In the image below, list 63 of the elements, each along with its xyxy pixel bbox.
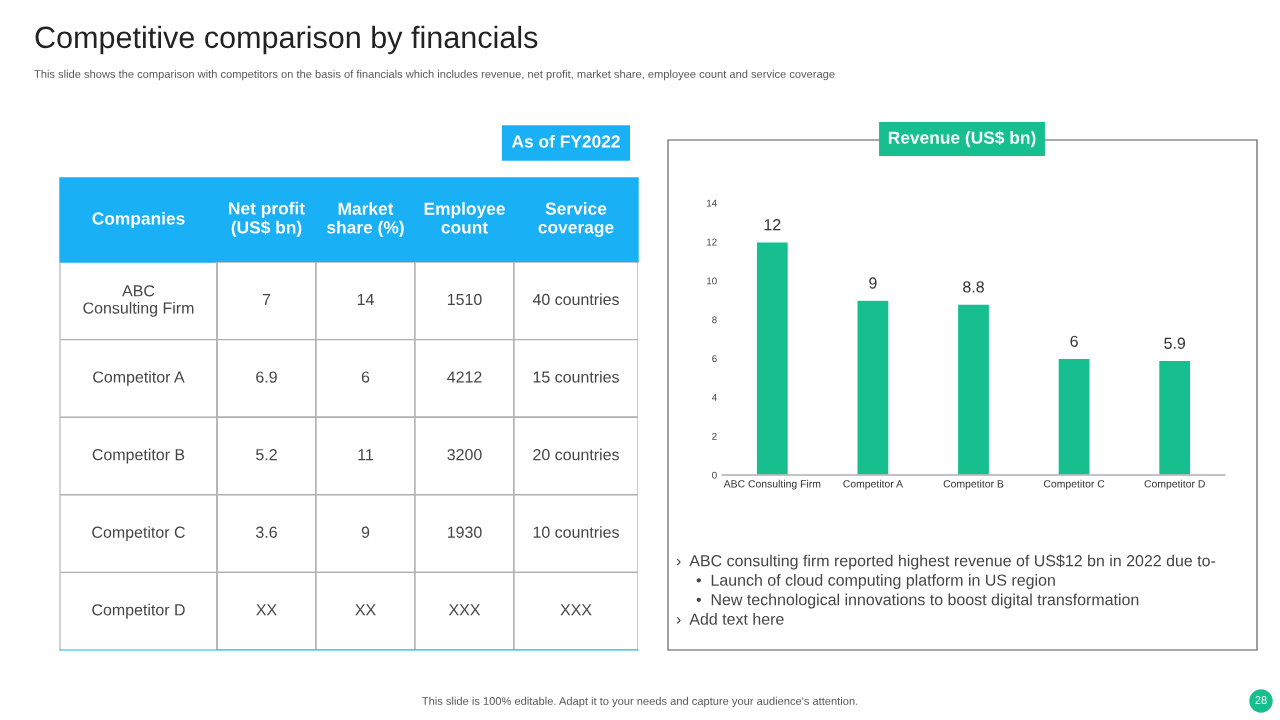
x-tick-label: Market share (%)	[327, 202, 404, 237]
data-label: 9	[361, 526, 370, 538]
bar	[1157, 359, 1192, 475]
data-label: 6	[361, 371, 370, 383]
chart-title: Revenue (US$ bn)	[888, 130, 1036, 148]
chart-subtitle: This slide shows the comparison with competitors on the basis of financials which includes revenue, net profit, market share, employee count and service coverage	[34, 69, 835, 81]
y-tick-label: Competitor D	[92, 603, 185, 619]
data-label: 5.9	[1164, 337, 1186, 349]
y-tick-label: 0	[712, 471, 717, 479]
y-tick-label: 12	[707, 238, 717, 246]
x-tick-label: Employee count	[424, 202, 505, 234]
y-tick-label: 14	[707, 199, 717, 207]
y-tick-label: Competitor C	[92, 526, 185, 542]
y-tick-label: 8	[712, 316, 717, 324]
data-label: 15 countries	[533, 370, 619, 383]
x-tick-label: Competitor A	[843, 479, 903, 490]
x-tick-label: Competitor C	[1043, 479, 1105, 490]
text: › ABC consulting firm reported highest revenue of US$12 bn in 2022 due to-	[676, 554, 1216, 570]
data-label: 3200	[447, 448, 482, 461]
x-tick-label: ABC Consulting Firm	[723, 479, 821, 490]
y-tick-label: Competitor A	[93, 370, 185, 386]
data-label: 5.2	[256, 448, 277, 461]
data-label: 3.6	[256, 526, 277, 538]
data-label: 4212	[447, 371, 482, 383]
x-tick-label: Net profit (US$ bn)	[229, 201, 305, 237]
text: 28	[1255, 696, 1267, 704]
y-tick-label: 2	[712, 432, 717, 440]
data-label: 40 countries	[532, 293, 619, 306]
data-label: 6.9	[256, 371, 277, 383]
bar	[1057, 357, 1091, 475]
y-tick-label: 4	[711, 394, 717, 401]
y-tick-label: Competitor B	[92, 448, 185, 464]
text: XXX	[560, 604, 592, 616]
data-label: 6	[1070, 335, 1078, 347]
x-tick-label: Competitor D	[1144, 479, 1205, 490]
text: XX	[256, 604, 277, 616]
text: XX	[355, 604, 376, 616]
bar	[856, 299, 890, 475]
bar	[755, 241, 790, 475]
y-tick-label: 6	[712, 355, 717, 363]
chart-title: Competitive comparison by financials	[35, 25, 538, 55]
y-axis-title: Companies	[92, 211, 185, 229]
x-tick-label: Competitor B	[943, 479, 1004, 490]
data-label: 12	[764, 219, 781, 231]
data-label: 9	[869, 277, 877, 289]
data-label: 20 countries	[533, 448, 619, 461]
bar	[956, 303, 991, 475]
text: This slide is 100% editable. Adapt it to your needs and capture your audience's attention.	[422, 696, 858, 708]
data-label: 11	[358, 449, 374, 461]
text: As of FY2022	[511, 134, 620, 148]
data-label: 14	[357, 293, 374, 305]
y-tick-label: ABC Consulting Firm	[83, 285, 194, 317]
data-label: 8.8	[963, 281, 984, 293]
data-label: 1930	[447, 526, 482, 538]
x-tick-label: Service coverage	[538, 202, 614, 237]
y-tick-label: 10	[707, 277, 717, 285]
text: • Launch of cloud computing platform in US region	[696, 574, 1055, 589]
data-label: 7	[262, 293, 271, 305]
data-label: 10 countries	[533, 526, 619, 538]
text: • New technological innovations to boost digital transformation	[696, 593, 1139, 609]
data-label: 1510	[447, 293, 482, 306]
text: XXX	[448, 604, 481, 616]
text: › Add text here	[676, 613, 784, 625]
